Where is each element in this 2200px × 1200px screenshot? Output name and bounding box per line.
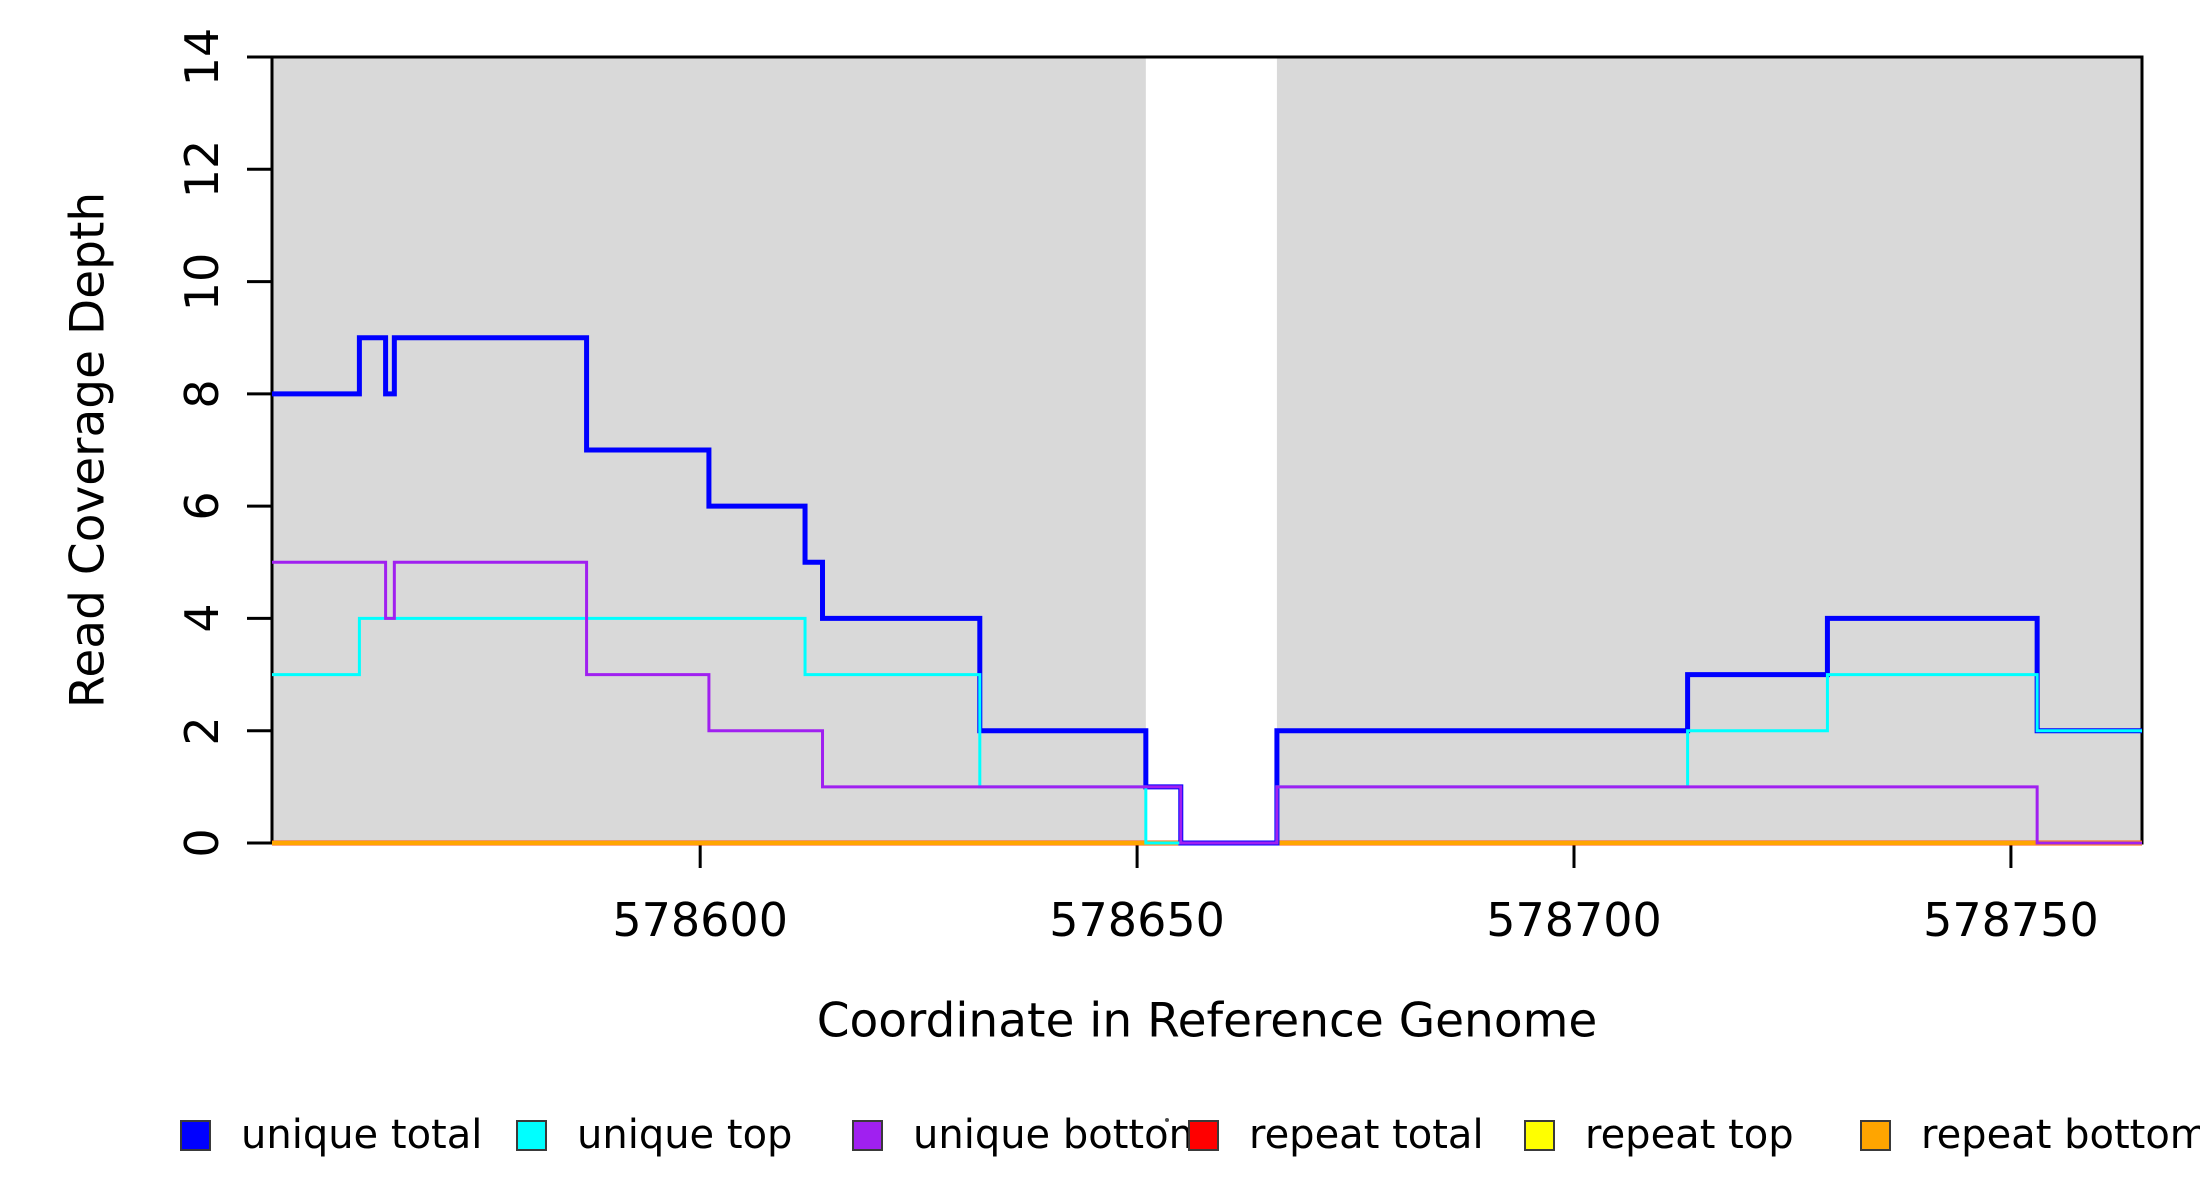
- x-axis-title: Coordinate in Reference Genome: [816, 993, 1598, 1049]
- stray-dot: [1165, 1118, 1169, 1122]
- shaded-region: [1276, 57, 2142, 843]
- series-path-unique-bottom: [272, 560, 2142, 845]
- y-axis-title: Read Coverage Depth: [60, 191, 116, 709]
- series-path-unique-total: [272, 335, 2142, 846]
